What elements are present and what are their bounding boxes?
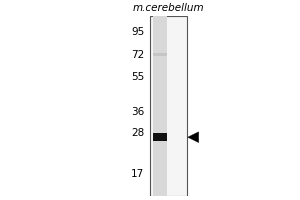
Text: 72: 72 xyxy=(131,50,144,60)
Bar xyxy=(153,133,167,141)
Bar xyxy=(153,53,167,56)
Text: 36: 36 xyxy=(131,107,144,117)
Text: 95: 95 xyxy=(131,27,144,37)
Text: 17: 17 xyxy=(131,169,144,179)
Text: m.cerebellum: m.cerebellum xyxy=(133,3,205,13)
Text: 55: 55 xyxy=(131,72,144,82)
Bar xyxy=(153,16,167,196)
Text: 28: 28 xyxy=(131,128,144,138)
Polygon shape xyxy=(188,132,199,143)
Bar xyxy=(150,16,188,196)
